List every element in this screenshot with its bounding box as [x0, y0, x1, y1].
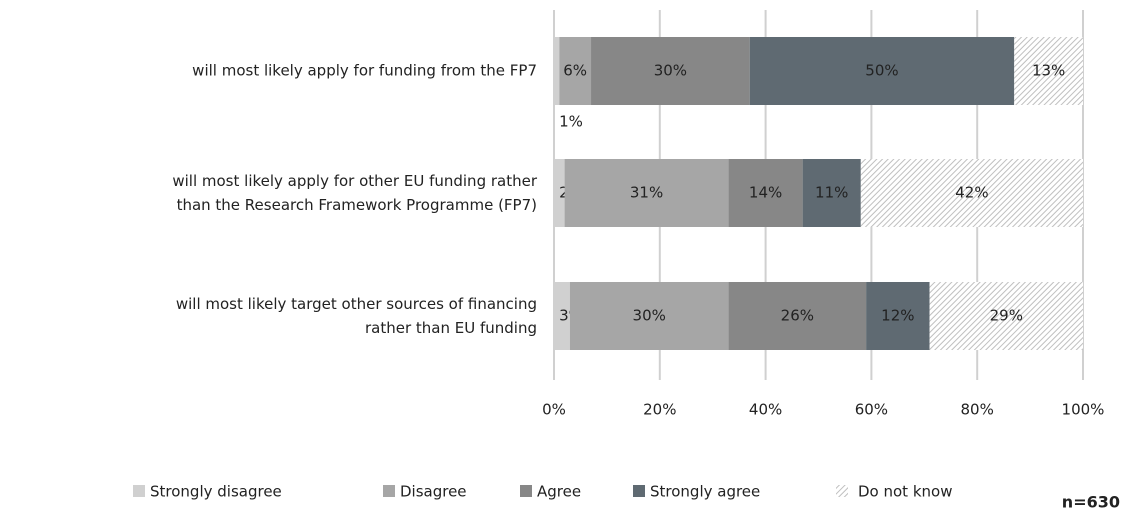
- value-label: 13%: [1032, 62, 1065, 80]
- x-tick-label: 0%: [542, 401, 566, 419]
- legend-label: Strongly agree: [650, 483, 760, 501]
- sample-size-note: n=630: [1062, 493, 1120, 512]
- value-label: 30%: [633, 307, 666, 325]
- category-label: will most likely apply for other EU fund…: [172, 172, 537, 214]
- value-label: 42%: [955, 184, 988, 202]
- category-label: will most likely target other sources of…: [176, 295, 537, 337]
- bar-segment: [802, 159, 861, 227]
- value-label: 12%: [881, 307, 914, 325]
- bar-segment: [591, 37, 750, 105]
- legend-label: Strongly disagree: [150, 483, 282, 501]
- legend-swatch: [633, 485, 645, 497]
- x-tick-label: 100%: [1062, 401, 1105, 419]
- bar-segment: [569, 282, 729, 350]
- value-label: 50%: [865, 62, 898, 80]
- legend-label: Disagree: [400, 483, 467, 501]
- legend-swatch: [836, 485, 848, 497]
- x-tick-label: 20%: [643, 401, 676, 419]
- bar-segment: [554, 159, 565, 227]
- bar-segment: [564, 159, 729, 227]
- bar-segment: [929, 282, 1083, 350]
- x-tick-label: 80%: [961, 401, 994, 419]
- value-label: 1%: [559, 113, 583, 131]
- bar-segment: [554, 282, 570, 350]
- legend-swatch: [520, 485, 532, 497]
- category-label: will most likely apply for funding from …: [192, 62, 537, 80]
- value-label: 31%: [630, 184, 663, 202]
- value-label: 29%: [990, 307, 1023, 325]
- legend-swatch: [133, 485, 145, 497]
- x-tick-label: 60%: [855, 401, 888, 419]
- bar-segment: [728, 159, 803, 227]
- bar-segment: [860, 159, 1083, 227]
- legend-label: Agree: [537, 483, 581, 501]
- bar-segment: [866, 282, 930, 350]
- bar-segment: [1014, 37, 1083, 105]
- bar-segment: [749, 37, 1015, 105]
- bar-segment: [728, 282, 867, 350]
- x-tick-label: 40%: [749, 401, 782, 419]
- bar-segment: [554, 37, 560, 105]
- value-label: 14%: [749, 184, 782, 202]
- value-label: 30%: [654, 62, 687, 80]
- value-label: 26%: [781, 307, 814, 325]
- bar-segment: [559, 37, 592, 105]
- value-label: 11%: [815, 184, 848, 202]
- legend-label: Do not know: [858, 483, 952, 501]
- legend-swatch: [383, 485, 395, 497]
- value-label: 6%: [563, 62, 587, 80]
